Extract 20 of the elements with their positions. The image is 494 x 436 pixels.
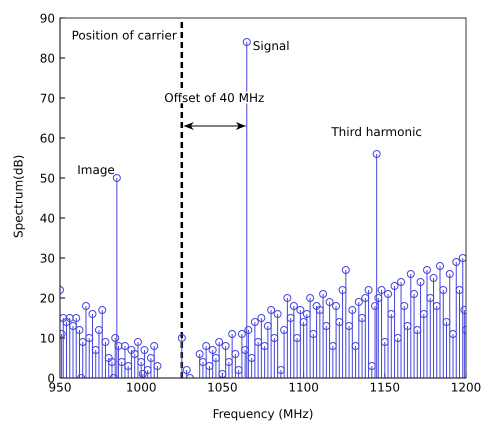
x-tick-label: 1050: [207, 380, 238, 395]
x-tick-label: 1000: [126, 380, 156, 395]
annotation: Signal: [252, 39, 290, 53]
y-tick-label: 10: [40, 331, 55, 346]
y-axis-title: Spectrum(dB): [11, 154, 26, 238]
x-tick-label: 1150: [370, 380, 400, 395]
y-tick-label: 70: [40, 91, 55, 106]
y-tick-label: 20: [40, 291, 55, 306]
y-tick-label: 30: [40, 251, 55, 266]
x-tick-label: 1100: [288, 380, 319, 395]
y-tick-label: 50: [40, 171, 55, 186]
ref-line-label: Position of carrier: [72, 28, 177, 43]
y-tick-label: 80: [40, 51, 55, 66]
x-axis-title: Frequency (MHz): [212, 407, 314, 421]
annotation: Image: [77, 163, 115, 177]
x-tick-label: 1200: [450, 380, 482, 395]
y-tick-label: 90: [40, 11, 55, 26]
y-tick-label: 40: [40, 211, 55, 226]
annotation: Third harmonic: [330, 125, 422, 139]
y-tick-label: 60: [40, 131, 55, 146]
